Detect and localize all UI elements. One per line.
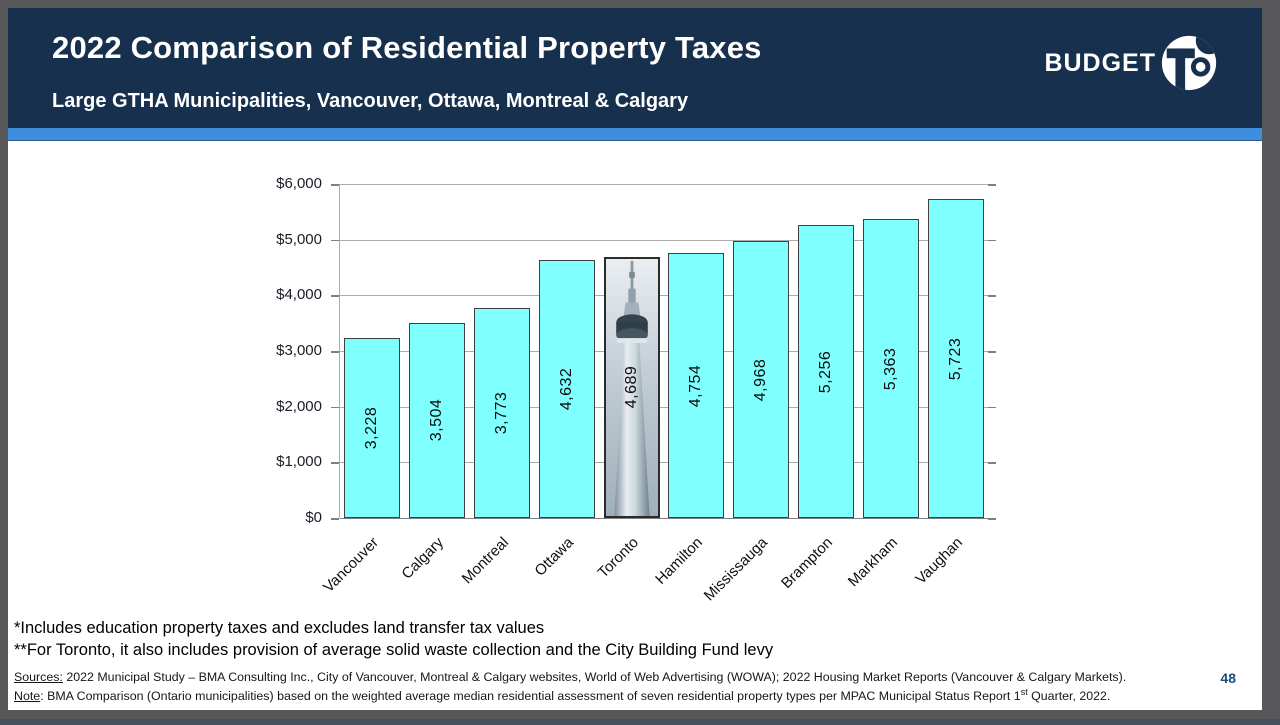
- y-tick-label: $6,000: [276, 175, 322, 192]
- axis-tick: [331, 518, 339, 520]
- sources-text: 2022 Municipal Study – BMA Consulting In…: [62, 670, 1127, 684]
- bar-toronto: 4,689: [603, 256, 660, 518]
- y-axis-line: [339, 184, 340, 518]
- budget-logo-text: BUDGET: [1044, 48, 1156, 77]
- bar-value-label: 5,363: [881, 347, 899, 391]
- gridline: [340, 351, 988, 352]
- bar-value-label: 3,504: [428, 399, 446, 442]
- axis-tick: [988, 295, 996, 297]
- axis-tick: [988, 184, 996, 186]
- bar-vaughan: 5,723: [927, 199, 984, 518]
- note-text-post: Quarter, 2022.: [1027, 688, 1111, 703]
- bar-markham: 5,363: [862, 219, 919, 518]
- axis-tick: [331, 184, 339, 186]
- sources-block: Sources: 2022 Municipal Study – BMA Cons…: [14, 670, 1164, 703]
- note-text-pre: : BMA Comparison (Ontario municipalities…: [40, 688, 1021, 703]
- y-tick-label: $5,000: [276, 230, 322, 248]
- y-tick-label: $3,000: [276, 342, 322, 359]
- axis-tick: [988, 239, 996, 242]
- axis-tick: [331, 239, 339, 242]
- slide: 2022 Comparison of Residential Property …: [8, 8, 1262, 710]
- axis-tick: [988, 518, 996, 520]
- bar-montreal: 3,773: [474, 307, 530, 518]
- axis-tick: [331, 295, 339, 297]
- plot-area: 3,228 Vancouver 3,504 Calgary 3,773 Montreal 4…: [320, 184, 996, 604]
- gridline: [340, 239, 988, 241]
- sources-line: Sources: 2022 Municipal Study – BMA Cons…: [14, 670, 1164, 685]
- gridline: [340, 406, 988, 408]
- note-superscript: st: [1020, 686, 1028, 697]
- footnote-line-1: *Includes education property taxes and e…: [14, 619, 545, 637]
- gridline: [340, 462, 988, 464]
- bar-calgary: 3,504: [409, 322, 466, 518]
- gridline: [340, 184, 988, 185]
- gridline: [340, 295, 988, 297]
- bar-vancouver: 3,228: [344, 338, 401, 518]
- page-subtitle: Large GTHA Municipalities, Vancouver, Ot…: [52, 90, 689, 112]
- bar-mississauga: 4,968: [733, 241, 790, 518]
- bar-value-label: 3,228: [363, 406, 381, 450]
- header-accent-stripe: [8, 128, 1262, 141]
- slide-header: 2022 Comparison of Residential Property …: [8, 8, 1262, 128]
- toronto-logo-icon: [1161, 35, 1217, 91]
- page-number: 48: [1220, 670, 1236, 686]
- page-title: 2022 Comparison of Residential Property …: [52, 30, 762, 65]
- axis-tick: [331, 406, 339, 409]
- axis-tick: [988, 406, 996, 409]
- note-label: Note: [14, 688, 41, 703]
- cn-tower-photo: [605, 258, 658, 516]
- bar-value-label: 4,754: [687, 364, 705, 407]
- axis-tick: [988, 351, 996, 353]
- footnotes: *Includes education property taxes and e…: [14, 618, 773, 661]
- axis-tick: [988, 462, 996, 464]
- y-axis-labels: $0 $1,000 $2,000 $3,000 $4,000 $5,000 $6,000: [244, 175, 330, 526]
- bar-ottawa: 4,632: [538, 260, 595, 518]
- x-axis-line: [340, 517, 988, 519]
- budget-to-logo: BUDGET: [1044, 32, 1220, 94]
- bar-value-label: 4,689: [622, 366, 640, 409]
- note-line: Note: BMA Comparison (Ontario municipali…: [14, 685, 1164, 704]
- bar-value-label: 4,968: [752, 358, 770, 401]
- bar-brampton: 5,256: [798, 225, 854, 518]
- axis-tick: [331, 462, 339, 464]
- y-tick-label: $0: [305, 509, 322, 526]
- bar-value-label: 5,256: [817, 350, 834, 393]
- axis-tick: [331, 351, 339, 353]
- sources-label: Sources:: [14, 670, 63, 684]
- y-tick-label: $1,000: [276, 453, 322, 471]
- bar-value-label: 3,773: [493, 391, 510, 435]
- bar-value-label: 5,723: [946, 337, 964, 380]
- bar-value-label: 4,632: [557, 367, 575, 411]
- y-tick-label: $2,000: [276, 397, 322, 415]
- bar-hamilton: 4,754: [668, 253, 725, 518]
- footnote-line-2: **For Toronto, it also includes provisio…: [14, 640, 774, 659]
- y-tick-label: $4,000: [276, 286, 322, 304]
